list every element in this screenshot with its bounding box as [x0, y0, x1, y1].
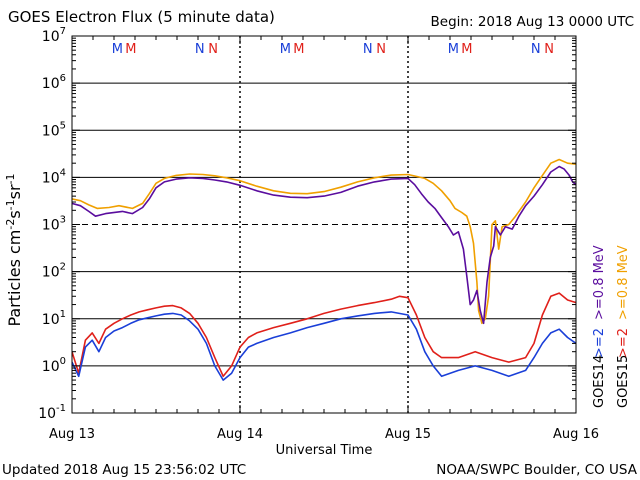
mn-marker: M: [461, 42, 472, 57]
y-ticks: 10-1 100 101 102 103 104 105 106 107: [38, 26, 576, 422]
updated-label: Updated 2018 Aug 15 23:56:02 UTC: [2, 462, 246, 478]
mn-marker: M: [125, 42, 136, 57]
series-line: [72, 158, 576, 325]
series-line: [72, 311, 576, 381]
legend: >=0.8 MeV >=2 >=0.8 MeV >=2 GOES14 GOES1…: [592, 245, 631, 408]
y-tick-label: 101: [42, 309, 66, 328]
mn-marker: N: [531, 42, 541, 57]
legend-goes14-2: >=2: [592, 328, 607, 358]
y-tick-label: 107: [42, 26, 66, 45]
x-tick-label: Aug 14: [217, 427, 263, 442]
y-tick-label: 105: [42, 120, 66, 139]
mn-marker: M: [112, 42, 123, 57]
x-ticks: Aug 13 Aug 14 Aug 15 Aug 16: [49, 36, 599, 442]
mn-marker: N: [208, 42, 218, 57]
y-axis-label: Particles cm-2s-1sr-1: [4, 173, 24, 326]
mn-marker: N: [544, 42, 554, 57]
x-axis-label: Universal Time: [276, 443, 373, 458]
y-tick-label: 106: [42, 73, 66, 92]
mn-marker: N: [363, 42, 373, 57]
legend-sat-goes15: GOES15: [616, 355, 631, 408]
y-tick-label: 102: [42, 262, 66, 281]
begin-label: Begin: 2018 Aug 13 0000 UTC: [431, 14, 634, 30]
chart-title: GOES Electron Flux (5 minute data): [8, 8, 275, 26]
x-tick-label: Aug 13: [49, 427, 95, 442]
series-line: [72, 165, 576, 325]
series-layer: [72, 158, 576, 381]
mn-marker: M: [293, 42, 304, 57]
mn-marker: N: [195, 42, 205, 57]
series-line: [72, 292, 576, 378]
legend-goes15-08: >=0.8 MeV: [616, 245, 631, 320]
x-tick-label: Aug 15: [385, 427, 431, 442]
mn-marker: M: [280, 42, 291, 57]
mn-marker: N: [376, 42, 386, 57]
y-tick-label: 100: [42, 356, 66, 375]
legend-goes15-2: >=2: [616, 328, 631, 358]
y-tick-label: 104: [42, 167, 66, 186]
y-tick-label: 10-1: [38, 403, 66, 422]
mn-marker: M: [448, 42, 459, 57]
credit-label: NOAA/SWPC Boulder, CO USA: [436, 462, 638, 478]
y-tick-label: 103: [42, 215, 66, 234]
x-tick-label: Aug 16: [553, 427, 599, 442]
legend-goes14-08: >=0.8 MeV: [592, 245, 607, 320]
legend-sat-goes14: GOES14: [592, 355, 607, 408]
